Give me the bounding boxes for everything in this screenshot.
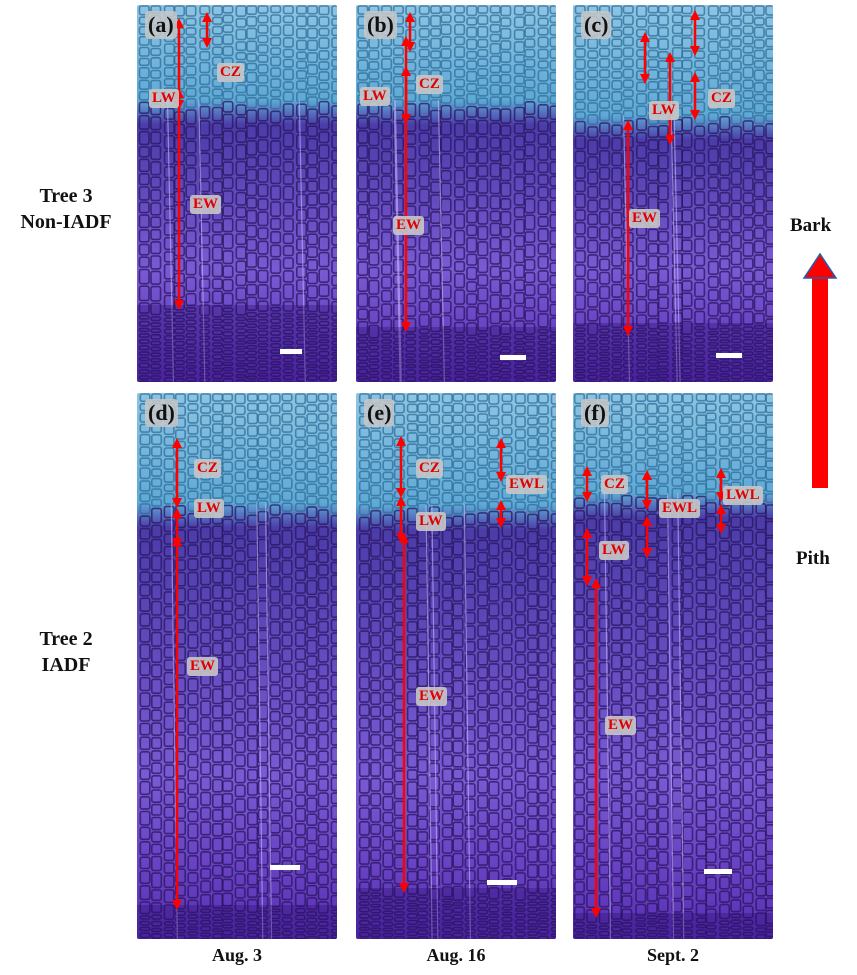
tag-ew-c: EW [629, 209, 661, 228]
panel-e: (e) CZ EWL LW EW [356, 393, 556, 939]
tag-cz-f: CZ [601, 475, 628, 494]
panel-letter-c: (c) [581, 11, 612, 39]
scale-bar-b [500, 355, 526, 360]
tag-ew-e: EW [416, 687, 448, 706]
tag-lwl-f: LWL [723, 486, 763, 505]
micrograph-b [356, 5, 556, 382]
panel-letter-d: (d) [145, 399, 178, 427]
row-label-tree2-line2: IADF [41, 654, 91, 676]
column-label-aug3: Aug. 3 [211, 945, 262, 965]
panel-d: (d) CZ LW EW [137, 393, 337, 939]
tag-cz-a: CZ [217, 63, 244, 82]
tag-cz-b: CZ [416, 75, 443, 94]
tag-ew-a: EW [190, 195, 222, 214]
tag-lw-f: LW [599, 541, 629, 560]
panel-letter-f: (f) [581, 399, 609, 427]
tag-ewl-f: EWL [659, 499, 701, 518]
panel-letter-e: (e) [364, 399, 395, 427]
scale-bar-e [487, 880, 517, 885]
bark-direction-arrow-icon [802, 252, 838, 488]
row-label-tree2: Tree 2 IADF [0, 626, 132, 678]
tag-ew-f: EW [605, 716, 637, 735]
row-label-tree3-line2: Non-IADF [20, 211, 112, 233]
column-label-sept2: Sept. 2 [646, 945, 699, 965]
panel-f: (f) CZ EWL LWL LW EW [573, 393, 773, 939]
tag-cz-d: CZ [194, 459, 221, 478]
row-label-tree3-line1: Tree 3 [39, 185, 93, 207]
tag-lw-e: LW [416, 512, 446, 531]
panel-c: (c) CZ LW EW [573, 5, 773, 382]
panel-b: (b) CZ LW EW [356, 5, 556, 382]
tag-ewl-e: EWL [506, 475, 548, 494]
tag-ew-b: EW [393, 216, 425, 235]
micrograph-a [137, 5, 337, 382]
micrograph-d [137, 393, 337, 939]
tag-lw-a: LW [149, 89, 179, 108]
tag-lw-d: LW [194, 499, 224, 518]
scale-bar-f [704, 869, 732, 874]
scale-bar-a [280, 349, 302, 354]
scale-bar-c [716, 353, 742, 358]
scale-bar-d [270, 865, 300, 870]
pith-label: Pith [796, 548, 830, 569]
tag-ew-d: EW [187, 657, 219, 676]
panel-a: (a) CZ LW EW [137, 5, 337, 382]
column-label-aug16: Aug. 16 [426, 945, 486, 965]
tag-lw-c: LW [649, 101, 679, 120]
tag-cz-c: CZ [708, 89, 735, 108]
bark-label: Bark [790, 215, 832, 236]
panel-letter-a: (a) [145, 11, 177, 39]
row-label-tree2-line1: Tree 2 [39, 628, 93, 650]
micrograph-c [573, 5, 773, 382]
tag-lw-b: LW [360, 87, 390, 106]
row-label-tree3: Tree 3 Non-IADF [0, 183, 132, 235]
panel-letter-b: (b) [364, 11, 397, 39]
tag-cz-e: CZ [416, 459, 443, 478]
